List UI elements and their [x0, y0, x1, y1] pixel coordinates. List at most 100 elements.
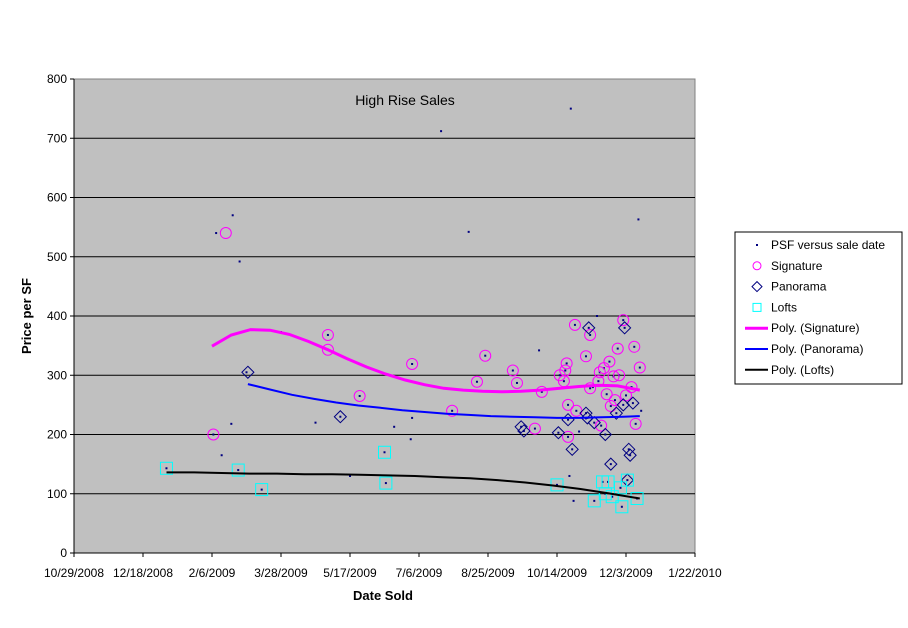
- data-point: [609, 406, 624, 420]
- data-point: [613, 399, 616, 402]
- data-point: [613, 481, 627, 495]
- data-point: [609, 463, 612, 466]
- data-point: [605, 490, 619, 504]
- data-point: [567, 403, 570, 406]
- data-point: [593, 366, 606, 379]
- data-point: [622, 319, 625, 322]
- data-point: [557, 431, 560, 434]
- data-point: [230, 422, 233, 425]
- x-tick-label: 3/28/2009: [254, 566, 308, 580]
- data-point: [470, 375, 483, 388]
- y-tick-label: 0: [60, 546, 67, 560]
- data-point: [593, 421, 596, 424]
- legend-label: Lofts: [771, 300, 797, 314]
- y-tick-label: 700: [47, 131, 67, 145]
- data-point: [159, 461, 173, 475]
- data-point: [212, 433, 215, 436]
- data-point: [568, 318, 581, 331]
- legend-items: PSF versus sale date Signature Panorama Lof…: [745, 238, 885, 377]
- data-point: [409, 438, 412, 441]
- data-point: [479, 349, 492, 362]
- data-point: [597, 380, 600, 383]
- data-point: [615, 412, 618, 415]
- data-point: [321, 343, 334, 356]
- axes: 0 100 200 300 400 500 600 700 800 10/29/2008 12/18…: [44, 72, 722, 580]
- data-point: [579, 350, 592, 363]
- x-tick-label: 5/17/2009: [323, 566, 377, 580]
- data-point: [384, 482, 387, 485]
- data-point: [567, 418, 570, 421]
- data-point: [238, 260, 241, 263]
- data-point: [617, 321, 632, 335]
- legend-label: Panorama: [771, 280, 827, 294]
- legend-swatch: [752, 302, 762, 312]
- data-point: [333, 410, 348, 424]
- data-point: [578, 430, 581, 433]
- data-point: [628, 340, 641, 353]
- data-point: [617, 314, 630, 327]
- data-point: [600, 388, 613, 401]
- y-tick-label: 300: [47, 368, 67, 382]
- data-point: [411, 416, 414, 419]
- legend-swatch: [752, 261, 762, 271]
- legend-item: Poly. (Panorama): [745, 342, 863, 356]
- data-point: [514, 420, 528, 434]
- y-tick-label: 200: [47, 428, 67, 442]
- data-point: [604, 400, 617, 413]
- data-point: [589, 333, 592, 336]
- y-axis-label: Price per SF: [19, 278, 34, 354]
- data-point: [598, 427, 613, 442]
- data-point: [260, 488, 263, 491]
- data-point: [567, 435, 570, 438]
- data-point: [562, 398, 575, 411]
- x-axis-label: Date Sold: [353, 588, 413, 603]
- data-point: [562, 430, 575, 443]
- data-point: [440, 130, 443, 133]
- y-tick-label: 400: [47, 309, 67, 323]
- data-point: [538, 349, 541, 352]
- data-point: [540, 390, 543, 393]
- data-point: [528, 422, 541, 435]
- data-point: [584, 382, 597, 395]
- data-point: [558, 374, 561, 377]
- x-tick-label: 2/6/2009: [189, 566, 236, 580]
- data-point: [600, 424, 603, 427]
- data-point: [580, 411, 595, 425]
- data-point: [564, 369, 567, 372]
- data-point: [379, 476, 393, 490]
- legend: PSF versus sale date Signature Panorama Lof…: [734, 231, 903, 385]
- data-point: [608, 394, 621, 407]
- data-point: [207, 428, 220, 441]
- data-point: [556, 483, 558, 486]
- data-point: [633, 345, 636, 348]
- data-point: [349, 474, 351, 477]
- legend-item: Lofts: [752, 300, 797, 314]
- data-point: [587, 494, 601, 508]
- data-point: [640, 409, 643, 412]
- data-point: [603, 355, 616, 368]
- data-point: [535, 385, 548, 398]
- data-point: [326, 333, 329, 336]
- series-poly-panorama: [247, 383, 640, 419]
- x-tick-label: 10/14/2009: [527, 566, 587, 580]
- data-point: [589, 387, 592, 390]
- legend-label: Poly. (Panorama): [771, 342, 863, 356]
- legend-swatch: [751, 280, 763, 293]
- series-signature: [207, 227, 646, 443]
- x-tick-label: 10/29/2008: [44, 566, 104, 580]
- data-point: [565, 442, 579, 457]
- data-point: [255, 483, 269, 497]
- data-point: [506, 364, 519, 377]
- data-point: [633, 361, 646, 374]
- series-poly-lofts: [166, 471, 640, 500]
- trendline: [247, 383, 640, 419]
- data-point: [595, 419, 608, 432]
- data-point: [613, 369, 626, 382]
- data-point: [406, 357, 419, 370]
- data-point: [611, 495, 614, 498]
- gridlines: [74, 137, 695, 495]
- legend-label: Poly. (Signature): [771, 321, 859, 335]
- y-tick-label: 600: [47, 191, 67, 205]
- chart-title: High Rise Sales: [355, 92, 455, 108]
- trendline: [166, 471, 640, 500]
